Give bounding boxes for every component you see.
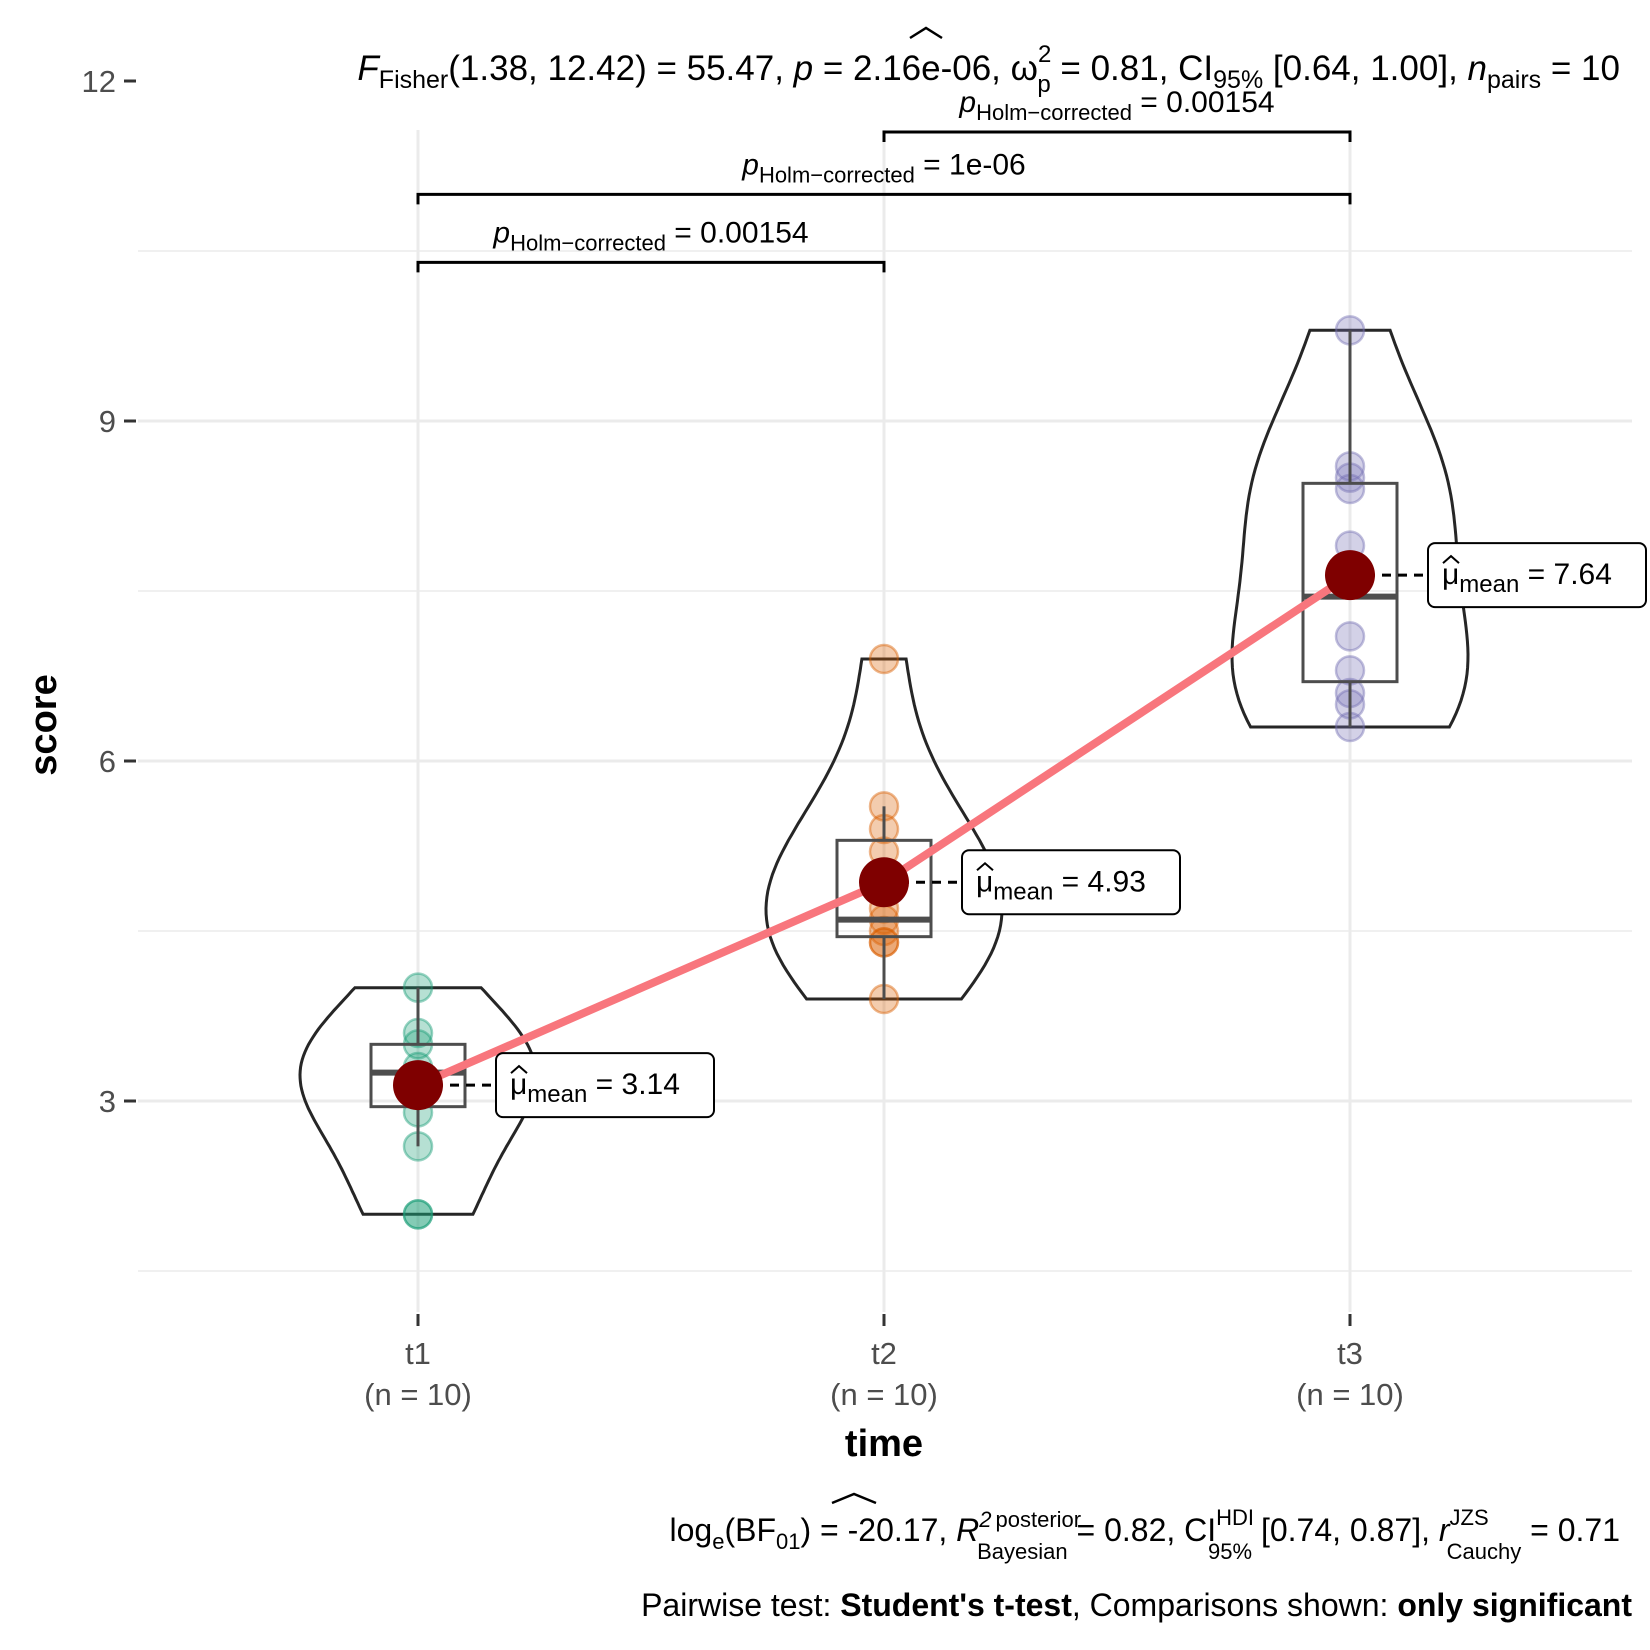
mean-label-box (495, 1052, 715, 1119)
title-p-label: p (793, 49, 813, 88)
chart-title: FFisher(1.38, 12.42) = 55.47, p = 2.16e-… (357, 41, 1620, 98)
caption-r-sup2: posterior (996, 1507, 1082, 1532)
caption-r-sup: 2 (978, 1507, 991, 1532)
caption-ci-value: [0.74, 0.87], (1252, 1512, 1439, 1548)
pairwise-layer: pHolm−corrected = 0.00154 pHolm−corrected… (416, 86, 1352, 273)
mean-label-text: μmean = 7.64 (1442, 558, 1612, 598)
x-tick-label: t2 (871, 1336, 897, 1371)
pairwise-label: pHolm−corrected = 0.00154 (492, 216, 808, 255)
data-point-t2 (868, 643, 900, 675)
caption-r-value: = 0.82, CI (1068, 1512, 1217, 1548)
caption-rc-sup: JZS (1450, 1505, 1489, 1530)
caption-bf: (BF (724, 1512, 776, 1548)
title-ci-sub: 95% (1213, 66, 1263, 94)
caption-bf-value: ) = -20.17, (801, 1512, 957, 1548)
caption-rc-value: = 0.71 (1521, 1512, 1620, 1548)
x-tick-label: t3 (1337, 1336, 1363, 1371)
caption-test: Student's t-test (840, 1587, 1072, 1623)
x-tick-n-label: (n = 10) (1296, 1377, 1404, 1412)
x-tick-label: t1 (405, 1336, 431, 1371)
pairwise-bracket (416, 192, 1352, 205)
mean-hat-accent (510, 1064, 528, 1074)
omega-hat-accent (909, 26, 943, 40)
x-axis-title: time (845, 1423, 923, 1465)
y-axis-title: score (23, 674, 65, 775)
caption-middle: , Comparisons shown: (1072, 1587, 1397, 1623)
mean-label-text: μmean = 3.14 (510, 1068, 680, 1108)
pairwise-label: pHolm−corrected = 1e-06 (741, 148, 1026, 187)
title-n-value: = 10 (1541, 49, 1620, 88)
caption-rc-sub: Cauchy (1447, 1539, 1522, 1564)
mean-label-box (961, 849, 1181, 916)
title-omega: ω (1011, 49, 1038, 88)
y-tick-label: 3 (99, 1084, 116, 1119)
pairwise-label: pHolm−corrected = 0.00154 (958, 86, 1274, 125)
title-omega-sub: p (1037, 71, 1050, 98)
data-point-t1 (402, 1199, 434, 1230)
caption-rc-label: r (1439, 1512, 1451, 1548)
mean-hat-accent (976, 861, 994, 872)
points-layer (402, 315, 1366, 1230)
mean-label-text: μmean = 4.93 (976, 865, 1146, 905)
r-hat-accent (831, 1492, 877, 1505)
mean-point-t1 (393, 1060, 443, 1111)
grid-layer (138, 130, 1632, 1312)
box-t2 (835, 838, 933, 939)
title-n-label: n (1468, 49, 1487, 88)
title-n-sub: pairs (1487, 66, 1541, 94)
y-axis: 3 6 9 12 (82, 64, 136, 1119)
title-omega-value: = 0.81, CI (1051, 49, 1213, 88)
caption-shown: only significant (1397, 1587, 1632, 1623)
caption-bayes: loge(BF01) = -20.17, R2 posterior Bayesian… (670, 1505, 1620, 1564)
caption-ci-sup: HDI (1216, 1505, 1254, 1530)
y-tick-label: 6 (99, 744, 116, 779)
violin-t1 (298, 986, 538, 1216)
y-tick-label: 12 (82, 64, 116, 99)
x-tick-n-label: (n = 10) (364, 1377, 472, 1412)
box-t3 (1301, 481, 1399, 684)
title-ci-value: [0.64, 1.00], (1263, 49, 1467, 88)
caption-log-sub: e (712, 1529, 724, 1554)
pairwise-bracket (882, 130, 1352, 142)
pairwise-bracket (416, 260, 886, 273)
mean-point-t2 (859, 857, 909, 908)
data-point-t3 (1334, 621, 1366, 652)
mean-hat-accent (1442, 554, 1460, 564)
title-p-value: = 2.16e-06, (813, 49, 1011, 88)
caption-ci-sub: 95% (1208, 1539, 1252, 1564)
mean-layer: μmean = 3.14 μmean = 4.93 μmean = 7.64 (393, 542, 1647, 1119)
caption-r-sub: Bayesian (977, 1539, 1068, 1564)
caption-prefix: Pairwise test: (641, 1587, 840, 1623)
title-f-sub: Fisher (379, 66, 448, 94)
caption-bf-sub: 01 (776, 1529, 800, 1554)
mean-label-box (1427, 542, 1647, 609)
caption-log: log (670, 1512, 713, 1548)
title-omega-sup: 2 (1038, 41, 1051, 68)
data-point-t1 (402, 1199, 434, 1230)
caption-pairwise: Pairwise test: Student's t-test, Compari… (641, 1587, 1632, 1623)
data-point-t3 (1334, 655, 1366, 686)
x-tick-n-label: (n = 10) (830, 1377, 938, 1412)
caption-r-label: R (956, 1512, 979, 1548)
y-tick-label: 9 (99, 404, 116, 439)
title-f-args: (1.38, 12.42) = 55.47, (448, 49, 793, 88)
mean-point-t3 (1325, 550, 1375, 601)
x-axis: t1 (n = 10) t2 (n = 10) t3 (n = 10) (364, 1314, 1404, 1412)
title-f-label: F (357, 49, 381, 88)
